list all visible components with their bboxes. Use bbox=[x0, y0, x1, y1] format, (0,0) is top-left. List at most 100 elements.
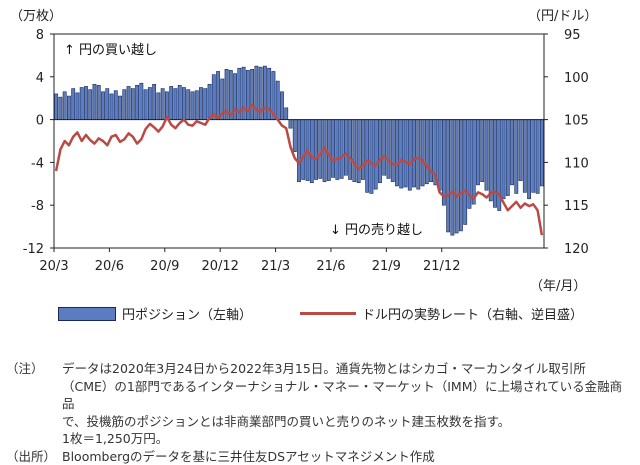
position-bar bbox=[182, 88, 185, 120]
position-bar bbox=[378, 120, 381, 183]
position-bar bbox=[447, 120, 450, 232]
position-bar bbox=[336, 120, 339, 180]
position-bar bbox=[276, 81, 279, 120]
position-bar bbox=[293, 120, 296, 152]
x-tick-label: 20/6 bbox=[95, 259, 124, 274]
position-bar bbox=[289, 120, 292, 129]
position-bar bbox=[157, 93, 160, 120]
position-bar bbox=[408, 120, 411, 191]
legend-line-item: ドル円の実勢レート（右軸、逆目盛） bbox=[300, 304, 583, 323]
left-tick-label: 0 bbox=[36, 114, 44, 129]
position-bar bbox=[297, 120, 300, 182]
position-bar bbox=[59, 97, 62, 119]
position-bar bbox=[97, 85, 100, 119]
position-bar bbox=[523, 120, 526, 193]
position-bar bbox=[208, 84, 211, 119]
position-bar bbox=[344, 120, 347, 176]
position-bar bbox=[123, 90, 126, 120]
position-bar bbox=[280, 92, 283, 120]
right-tick-label: 100 bbox=[564, 71, 589, 86]
position-bar bbox=[425, 120, 428, 184]
position-bar bbox=[319, 120, 322, 179]
position-bar bbox=[472, 120, 475, 205]
x-tick-label: 20/3 bbox=[39, 259, 68, 274]
position-bar bbox=[442, 120, 445, 206]
position-bar bbox=[481, 120, 484, 182]
legend-bar-swatch bbox=[58, 307, 116, 321]
position-bar bbox=[331, 120, 334, 178]
position-bar bbox=[118, 96, 121, 120]
footnotes: （注） データは2020年3月24日から2022年3月15日。通貨先物とはシカゴ… bbox=[6, 360, 634, 465]
position-bar bbox=[76, 93, 79, 120]
position-bar bbox=[131, 89, 134, 120]
right-tick-label: 95 bbox=[564, 28, 581, 43]
position-bar bbox=[340, 120, 343, 179]
position-bar bbox=[489, 120, 492, 201]
annotation-yen-short: ↓ 円の売り越し bbox=[330, 222, 423, 238]
position-bar bbox=[391, 120, 394, 182]
position-bar bbox=[519, 120, 522, 181]
x-axis-unit: （年/月） bbox=[530, 279, 586, 294]
position-bar bbox=[302, 120, 305, 180]
x-tick-label: 21/9 bbox=[372, 259, 401, 274]
position-bar bbox=[383, 120, 386, 176]
left-tick-label: -12 bbox=[23, 242, 44, 257]
position-bar bbox=[361, 120, 364, 180]
position-bar bbox=[216, 71, 219, 119]
note: （注） データは2020年3月24日から2022年3月15日。通貨先物とはシカゴ… bbox=[6, 360, 634, 378]
position-bar bbox=[455, 120, 458, 233]
position-bar bbox=[366, 120, 369, 193]
right-tick-label: 105 bbox=[564, 114, 589, 129]
position-bar bbox=[93, 84, 96, 119]
legend-bar-item: 円ポジション（左軸） bbox=[58, 304, 252, 323]
position-bar bbox=[170, 86, 173, 119]
position-bar bbox=[242, 67, 245, 119]
note-line-4: 1枚＝1,250万円。 bbox=[6, 430, 634, 448]
position-bar bbox=[421, 120, 424, 186]
position-bar bbox=[510, 120, 513, 185]
position-bar bbox=[515, 120, 518, 194]
x-tick-label: 21/3 bbox=[261, 259, 290, 274]
annotation-yen-long: ↑ 円の買い越し bbox=[64, 43, 157, 58]
position-bar bbox=[374, 120, 377, 190]
position-bar bbox=[191, 92, 194, 120]
chart-area: （万枚） （円/ドル） 840-4-8-12 95100105110115120… bbox=[0, 0, 640, 300]
position-bar bbox=[144, 90, 147, 120]
source-label: （出所） bbox=[6, 448, 62, 465]
source: （出所） Bloombergのデータを基に三井住友DSアセットマネジメント作成 bbox=[6, 448, 634, 465]
position-bar bbox=[464, 120, 467, 225]
position-bar bbox=[459, 120, 462, 231]
position-bar bbox=[161, 89, 164, 120]
legend-line-label: ドル円の実勢レート（右軸、逆目盛） bbox=[362, 304, 583, 323]
note-line-2: （CME）の1部門であるインターナショナル・マネー・マーケット（IMM）に上場さ… bbox=[6, 378, 634, 413]
position-bar bbox=[195, 91, 198, 120]
position-bar bbox=[127, 86, 130, 119]
left-axis-unit: （万枚） bbox=[10, 9, 62, 24]
position-bar bbox=[110, 94, 113, 120]
position-bar bbox=[285, 108, 288, 120]
position-bar bbox=[187, 90, 190, 120]
position-bar bbox=[485, 120, 488, 191]
position-bar bbox=[404, 120, 407, 187]
position-bar bbox=[357, 120, 360, 183]
left-tick-label: 4 bbox=[36, 71, 44, 86]
left-axis: 840-4-8-12 bbox=[23, 28, 54, 257]
position-bar bbox=[506, 120, 509, 196]
right-tick-label: 120 bbox=[564, 242, 589, 257]
x-tick-label: 21/12 bbox=[423, 259, 460, 274]
position-bar bbox=[148, 88, 151, 120]
position-bar bbox=[165, 92, 168, 120]
left-tick-label: 8 bbox=[36, 28, 44, 43]
position-bar bbox=[310, 120, 313, 183]
right-tick-label: 110 bbox=[564, 156, 589, 171]
position-bars bbox=[55, 66, 544, 235]
note-line-3: で、投機筋のポジションとは非商業部門の買いと売りのネット建玉枚数を指す。 bbox=[6, 413, 634, 431]
position-bar bbox=[417, 120, 420, 190]
position-bar bbox=[400, 120, 403, 188]
position-bar bbox=[540, 120, 543, 186]
x-tick-label: 20/9 bbox=[150, 259, 179, 274]
position-bar bbox=[114, 91, 117, 120]
position-bar bbox=[493, 120, 496, 208]
left-tick-label: -4 bbox=[31, 156, 44, 171]
